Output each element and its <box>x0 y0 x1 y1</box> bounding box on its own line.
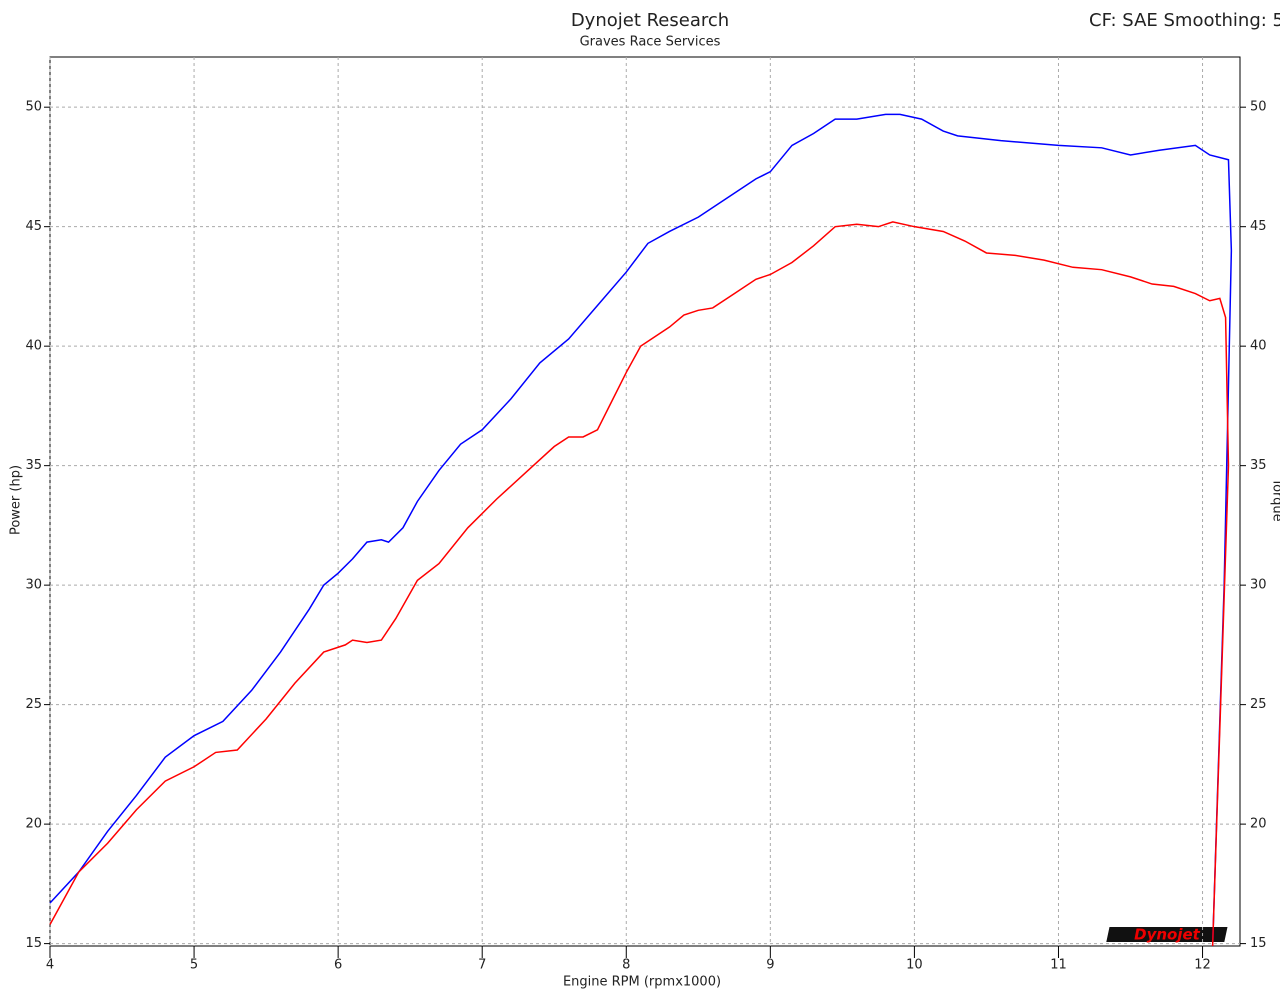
y-tick-label: 15 <box>25 936 42 951</box>
plot-frame <box>49 56 1241 947</box>
y2-tick-label: 50 <box>1250 100 1267 115</box>
y-tick-label: 20 <box>25 817 42 832</box>
annotation: CF: SAE Smoothing: 5 <box>1089 10 1280 31</box>
x-tick-label: 12 <box>1194 958 1211 973</box>
chart-subtitle: Graves Race Services <box>580 35 721 50</box>
x-tick-label: 6 <box>334 958 342 973</box>
x-tick-label: 4 <box>46 958 54 973</box>
y2-tick-label: 15 <box>1250 936 1267 951</box>
svg-text:Dynojet: Dynojet <box>1134 926 1201 944</box>
x-axis-label: Engine RPM (rpmx1000) <box>563 975 721 990</box>
y2-axis-label: Torque <box>1270 477 1280 521</box>
y-axis-label: Power (hp) <box>9 465 24 535</box>
y2-tick-label: 20 <box>1250 817 1267 832</box>
x-tick-label: 5 <box>190 958 198 973</box>
y-tick-label: 50 <box>25 100 42 115</box>
y-tick-label: 30 <box>25 578 42 593</box>
y-tick-label: 35 <box>25 458 42 473</box>
x-tick-label: 11 <box>1050 958 1067 973</box>
y-tick-label: 25 <box>25 697 42 712</box>
chart-title: Dynojet Research <box>571 10 729 31</box>
dynojet-logo: Dynojet <box>1106 926 1228 944</box>
y-tick-label: 40 <box>25 339 42 354</box>
y2-tick-label: 35 <box>1250 458 1267 473</box>
y2-tick-label: 30 <box>1250 578 1267 593</box>
data-line <box>49 221 1230 947</box>
y-tick-label: 45 <box>25 219 42 234</box>
data-line <box>49 113 1233 947</box>
x-tick-label: 10 <box>906 958 923 973</box>
y2-tick-label: 40 <box>1250 339 1267 354</box>
x-tick-label: 7 <box>478 958 486 973</box>
x-tick-label: 8 <box>622 958 630 973</box>
x-tick-label: 9 <box>766 958 774 973</box>
y2-tick-label: 45 <box>1250 219 1267 234</box>
y2-tick-label: 25 <box>1250 697 1267 712</box>
